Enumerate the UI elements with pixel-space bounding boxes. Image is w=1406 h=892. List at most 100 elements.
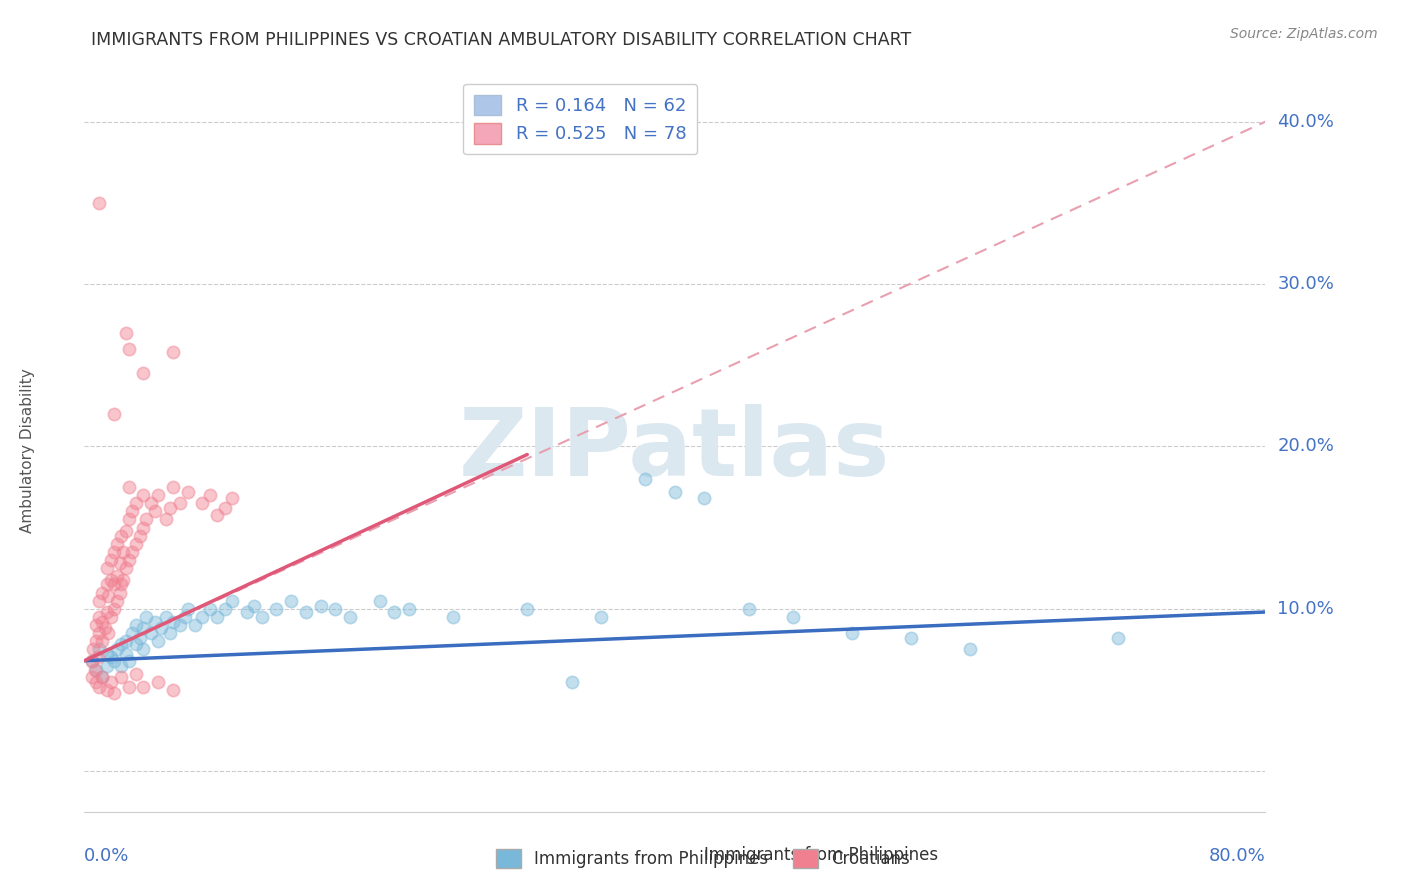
Point — [148, 674, 170, 689]
Point — [110, 658, 132, 673]
Point — [900, 631, 922, 645]
Point — [207, 610, 229, 624]
Point — [132, 520, 155, 534]
Legend: R = 0.164   N = 62, R = 0.525   N = 78: R = 0.164 N = 62, R = 0.525 N = 78 — [464, 84, 697, 154]
Text: Immigrants from Philippines: Immigrants from Philippines — [704, 846, 939, 863]
Point — [184, 618, 207, 632]
Point — [105, 569, 128, 583]
Point — [100, 553, 122, 567]
Point — [214, 601, 236, 615]
Text: 10.0%: 10.0% — [1277, 599, 1334, 618]
Point — [87, 195, 111, 210]
Point — [114, 561, 136, 575]
Point — [103, 686, 125, 700]
Point — [309, 599, 332, 613]
Point — [103, 601, 125, 615]
Point — [368, 593, 391, 607]
Point — [132, 621, 155, 635]
Point — [132, 680, 155, 694]
Point — [91, 670, 114, 684]
Point — [118, 480, 141, 494]
Point — [118, 654, 141, 668]
Point — [162, 682, 184, 697]
Point — [87, 642, 111, 657]
Point — [143, 504, 166, 518]
Point — [173, 610, 195, 624]
Point — [162, 345, 184, 359]
Point — [125, 618, 148, 632]
Point — [118, 680, 141, 694]
Point — [398, 601, 420, 615]
Point — [162, 615, 184, 629]
Point — [243, 599, 266, 613]
Text: 80.0%: 80.0% — [1209, 847, 1265, 865]
Point — [80, 670, 103, 684]
Point — [198, 488, 221, 502]
Point — [110, 670, 132, 684]
Point — [100, 674, 122, 689]
Point — [105, 593, 128, 607]
Point — [139, 626, 162, 640]
Point — [339, 610, 361, 624]
Point — [198, 601, 221, 615]
Point — [382, 605, 406, 619]
Point — [96, 577, 118, 591]
Text: IMMIGRANTS FROM PHILIPPINES VS CROATIAN AMBULATORY DISABILITY CORRELATION CHART: IMMIGRANTS FROM PHILIPPINES VS CROATIAN … — [91, 31, 911, 49]
Point — [94, 621, 117, 635]
Point — [96, 647, 118, 661]
Point — [634, 472, 657, 486]
Text: Ambulatory Disability: Ambulatory Disability — [20, 368, 35, 533]
Point — [125, 496, 148, 510]
Point — [135, 512, 157, 526]
Point — [155, 610, 177, 624]
Text: 40.0%: 40.0% — [1277, 112, 1334, 130]
Point — [87, 680, 111, 694]
Point — [177, 601, 200, 615]
Point — [84, 664, 107, 678]
Point — [96, 605, 118, 619]
Point — [84, 674, 107, 689]
Point — [561, 674, 583, 689]
Point — [159, 626, 181, 640]
Point — [125, 638, 148, 652]
Point — [325, 601, 347, 615]
Point — [169, 496, 191, 510]
Point — [103, 577, 125, 591]
Text: 0.0%: 0.0% — [84, 847, 129, 865]
Point — [214, 501, 236, 516]
Point — [125, 537, 148, 551]
Point — [266, 601, 288, 615]
Point — [91, 585, 114, 599]
Point — [97, 626, 120, 640]
Point — [738, 601, 761, 615]
Point — [169, 618, 191, 632]
Point — [82, 642, 104, 657]
Point — [841, 626, 863, 640]
Point — [103, 407, 125, 421]
Point — [100, 650, 122, 665]
Point — [118, 553, 141, 567]
Point — [132, 642, 155, 657]
Point — [139, 496, 162, 510]
Point — [91, 634, 114, 648]
Point — [105, 537, 128, 551]
Point — [135, 610, 157, 624]
Point — [87, 593, 111, 607]
Point — [110, 638, 132, 652]
Point — [177, 484, 200, 499]
Point — [129, 631, 152, 645]
Point — [959, 642, 981, 657]
Point — [280, 593, 302, 607]
Point — [121, 504, 143, 518]
Point — [114, 634, 136, 648]
Point — [91, 670, 114, 684]
Point — [148, 634, 170, 648]
Point — [111, 545, 134, 559]
Point — [103, 545, 125, 559]
Point — [443, 610, 465, 624]
Point — [782, 610, 804, 624]
Point — [693, 491, 716, 506]
Point — [664, 484, 686, 499]
Point — [83, 664, 105, 678]
Point — [100, 573, 122, 587]
